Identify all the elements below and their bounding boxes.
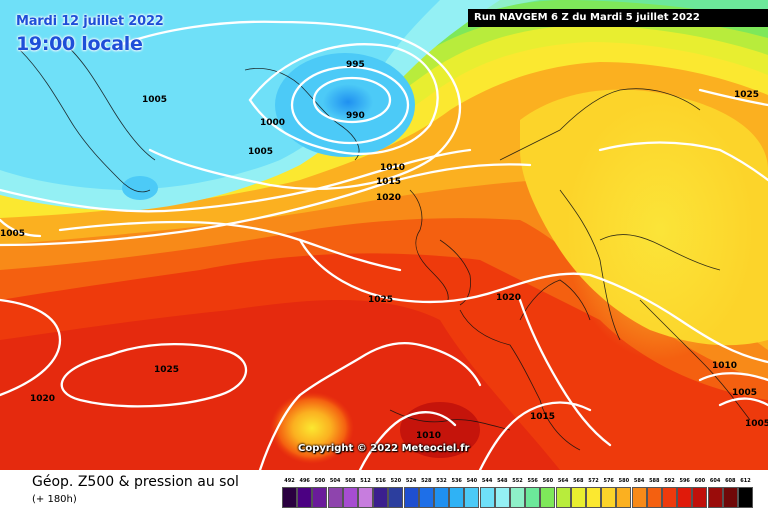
isobar-lines: [0, 20, 768, 470]
scale-swatch: [449, 487, 465, 508]
isobar-label: 1020: [496, 293, 521, 303]
scale-label: 524: [405, 478, 417, 484]
scale-swatch: [312, 487, 328, 508]
scale-swatch: [707, 487, 723, 508]
scale-swatch: [403, 487, 419, 508]
scale-swatch: [342, 487, 358, 508]
scale-swatch: [677, 487, 693, 508]
isobar-label: 1015: [530, 412, 555, 422]
lead-time: (+ 180h): [32, 494, 77, 505]
scale-swatch: [601, 487, 617, 508]
isobar-label: 1025: [154, 365, 179, 375]
isobar-label: 990: [346, 111, 365, 121]
scale-swatch: [464, 487, 480, 508]
color-scale-legend: 492 496 500 504 508 512 516 520 524 528 532 536 540 5…: [282, 477, 753, 509]
scale-label: 576: [603, 478, 614, 484]
isobar-label: 995: [346, 60, 365, 70]
scale-swatch: [662, 487, 677, 508]
scale-swatch: [327, 487, 343, 508]
geopotential-shading: [0, 0, 768, 470]
chart-footer: Géop. Z500 & pression au sol (+ 180h) 49…: [0, 470, 768, 512]
scale-swatch: [738, 487, 753, 508]
scale-label: 600: [694, 478, 706, 484]
scale-label: 508: [345, 478, 356, 484]
scale-label: 516: [375, 478, 386, 484]
isobar-label: 1010: [416, 431, 441, 441]
isobar-label: 1005: [0, 229, 25, 239]
scale-label: 512: [360, 478, 371, 484]
scale-swatch: [494, 487, 510, 508]
product-title: Géop. Z500 & pression au sol: [32, 474, 239, 490]
scale-swatches: [282, 487, 753, 508]
forecast-date: Mardi 12 juillet 2022: [16, 14, 164, 29]
scale-label: 604: [709, 478, 721, 484]
scale-label: 500: [314, 478, 326, 484]
scale-swatch: [434, 487, 449, 508]
isobar-label: 1015: [376, 177, 401, 187]
scale-label: 504: [329, 478, 341, 484]
scale-label: 532: [436, 478, 447, 484]
scale-label: 588: [649, 478, 660, 484]
scale-swatch: [358, 487, 373, 508]
scale-label: 548: [497, 478, 508, 484]
scale-swatch: [540, 487, 556, 508]
scale-swatch: [616, 487, 632, 508]
scale-swatch: [525, 487, 541, 508]
isobar-label: 1025: [368, 295, 393, 305]
scale-swatch: [631, 487, 647, 508]
scale-label: 540: [466, 478, 478, 484]
scale-swatch: [388, 487, 404, 508]
scale-label: 608: [725, 478, 736, 484]
scale-label: 612: [740, 478, 751, 484]
isobar-label: 1010: [380, 163, 405, 173]
scale-label: 520: [390, 478, 402, 484]
isobar-label: 1010: [712, 361, 737, 371]
scale-label: 580: [618, 478, 630, 484]
isobar-label: 1005: [142, 95, 167, 105]
scale-label: 552: [512, 478, 523, 484]
scale-label: 528: [421, 478, 432, 484]
scale-swatch: [373, 487, 389, 508]
scale-swatch: [282, 487, 297, 508]
scale-label: 560: [542, 478, 554, 484]
scale-label: 536: [451, 478, 462, 484]
scale-swatch: [722, 487, 738, 508]
scale-swatch: [646, 487, 662, 508]
copyright-notice: Copyright © 2022 Meteociel.fr: [298, 443, 470, 454]
scale-label: 492: [284, 478, 295, 484]
scale-label: 584: [633, 478, 645, 484]
scale-label: 572: [588, 478, 599, 484]
isobar-label: 1000: [260, 118, 285, 128]
isobar-label: 1005: [248, 147, 273, 157]
forecast-time: 19:00 locale: [16, 33, 143, 55]
scale-label: 596: [679, 478, 690, 484]
scale-label: 592: [664, 478, 675, 484]
scale-labels: 492 496 500 504 508 512 516 520 524 528 532 536 540 5…: [282, 477, 752, 489]
scale-swatch: [692, 487, 708, 508]
scale-swatch: [297, 487, 313, 508]
isobar-label: 1005: [732, 388, 757, 398]
isobar-label: 1005: [745, 419, 768, 429]
scale-swatch: [418, 487, 434, 508]
scale-label: 564: [557, 478, 569, 484]
scale-swatch: [510, 487, 525, 508]
scale-label: 544: [481, 478, 493, 484]
scale-swatch: [479, 487, 495, 508]
scale-swatch: [586, 487, 601, 508]
scale-swatch: [555, 487, 571, 508]
isobar-label: 1025: [734, 90, 759, 100]
isobar-label: 1020: [376, 193, 401, 203]
scale-swatch: [570, 487, 586, 508]
scale-label: 556: [527, 478, 538, 484]
scale-label: 496: [299, 478, 310, 484]
isobar-label: 1020: [30, 394, 55, 404]
model-run-banner: Run NAVGEM 6 Z du Mardi 5 juillet 2022: [468, 9, 768, 27]
isobar-labels: 995 990 1000 1005 1005 1005 1010 1015 10…: [0, 60, 768, 441]
forecast-map: 995 990 1000 1005 1005 1005 1010 1015 10…: [0, 0, 768, 470]
scale-label: 568: [573, 478, 584, 484]
